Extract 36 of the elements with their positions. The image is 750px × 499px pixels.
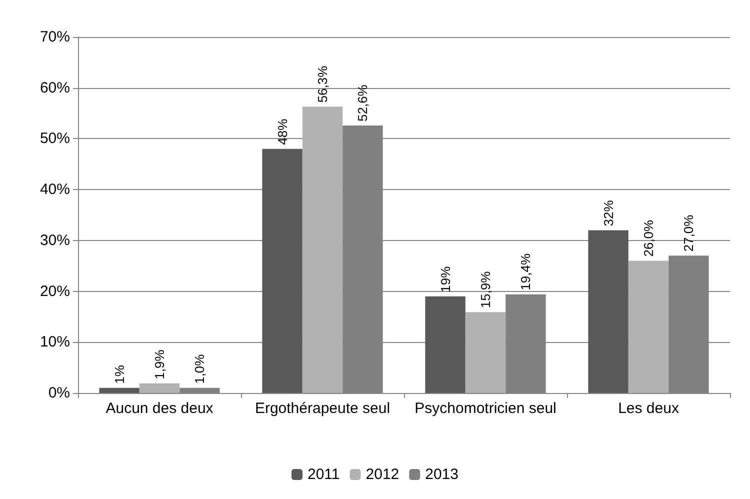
data-label: 15,9% — [478, 270, 493, 308]
bar — [465, 312, 506, 393]
legend-label: 2012 — [366, 466, 400, 483]
x-tick-label: Les deux — [618, 400, 680, 417]
x-tick-label: Psychomotricien seul — [414, 400, 556, 417]
data-label: 27,0% — [681, 214, 696, 252]
bar — [180, 388, 220, 393]
bar — [628, 260, 669, 393]
data-label: 1,9% — [152, 349, 167, 380]
data-label: 26,0% — [641, 219, 656, 257]
y-tick-label: 60% — [40, 79, 70, 96]
data-label: 19% — [438, 266, 453, 292]
y-tick-label: 70% — [40, 28, 70, 46]
bar — [302, 106, 343, 393]
x-tick-label: Aucun des deux — [106, 400, 214, 417]
bar — [262, 148, 302, 393]
data-label: 1% — [112, 364, 127, 384]
y-tick-label: 0% — [48, 384, 70, 402]
data-label: 1,0% — [192, 354, 208, 384]
bar — [99, 388, 140, 393]
y-tick-label: 30% — [40, 232, 70, 249]
data-label: 19,4% — [518, 253, 534, 290]
y-tick-label: 50% — [40, 130, 70, 148]
legend-label: 2013 — [425, 466, 459, 483]
bar — [139, 383, 180, 393]
x-tick-label: Ergothérapeute seul — [254, 400, 390, 417]
y-tick-label: 10% — [40, 334, 70, 351]
bar — [425, 296, 466, 393]
bar — [588, 230, 628, 393]
y-tick-label: 40% — [40, 181, 70, 198]
y-tick-label: 20% — [40, 282, 70, 300]
data-label: 32% — [600, 200, 616, 226]
data-label: 56,3% — [315, 65, 330, 103]
data-label: 52,6% — [355, 84, 370, 122]
legend-label: 2011 — [308, 466, 340, 483]
data-label: 48% — [274, 118, 290, 145]
